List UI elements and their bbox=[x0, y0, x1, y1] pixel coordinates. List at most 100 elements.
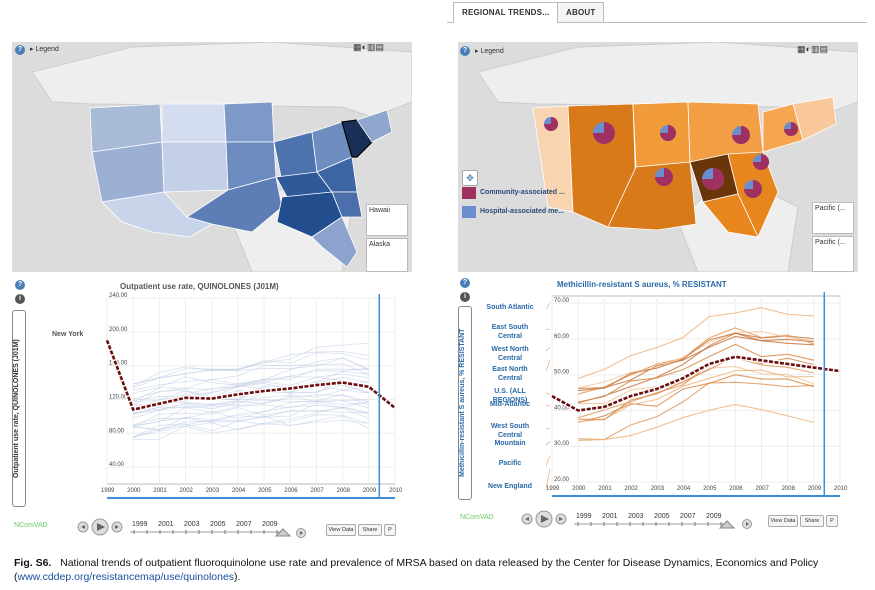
background-series-line bbox=[578, 343, 814, 403]
slider-year-label: 2007 bbox=[236, 521, 252, 528]
slider-year-label: 2005 bbox=[654, 513, 670, 520]
chart-help-icon[interactable]: ? bbox=[15, 280, 25, 290]
x-tick-label: 2006 bbox=[729, 486, 743, 492]
region-label[interactable]: West North Central bbox=[491, 346, 529, 362]
left-y-label[interactable]: Outpatient use rate, QUINOLONES (J01M) bbox=[12, 310, 26, 507]
x-tick-label: 2007 bbox=[755, 486, 769, 492]
legend-label: Legend bbox=[35, 46, 59, 53]
region-label[interactable]: Mountain bbox=[494, 440, 526, 447]
background-series-line bbox=[578, 332, 814, 404]
left-playback-controls[interactable] bbox=[76, 517, 126, 537]
main-series-line[interactable] bbox=[551, 355, 841, 412]
x-tick-label: 2003 bbox=[206, 488, 220, 494]
region-label[interactable]: East South Central bbox=[491, 324, 529, 340]
right-info-icon[interactable]: i bbox=[460, 292, 470, 302]
help-icon[interactable]: ? bbox=[15, 45, 25, 55]
background-series-line bbox=[578, 335, 814, 390]
alaska-label: Alaska bbox=[369, 241, 391, 248]
right-map-svg bbox=[458, 42, 858, 272]
region-label[interactable]: West South Central bbox=[490, 423, 530, 439]
background-series-line bbox=[133, 394, 369, 410]
right-playback-controls[interactable] bbox=[520, 509, 570, 529]
left-p-button[interactable]: P bbox=[384, 524, 396, 536]
pacific-label-1: Pacific (... bbox=[815, 205, 846, 212]
main-series-line[interactable] bbox=[105, 339, 396, 412]
right-us-regions bbox=[532, 96, 837, 238]
tab-regional-trends[interactable]: REGIONAL TRENDS... bbox=[453, 2, 559, 23]
left-view-data-button[interactable]: View Data bbox=[326, 524, 356, 536]
left-map[interactable]: Hawaii Alaska bbox=[12, 42, 412, 272]
caption-text: National trends of outpatient fluoroquin… bbox=[14, 557, 819, 583]
slider-year-label: 2007 bbox=[680, 513, 696, 520]
right-chart[interactable]: 20.00 30.00 40.00 50.00 60.00 70.00 1999 2000 20… bbox=[530, 290, 855, 500]
caption-label: Fig. S6. bbox=[14, 557, 52, 569]
background-series-line bbox=[133, 376, 369, 409]
slider-handle[interactable] bbox=[274, 528, 292, 537]
x-tick-label: 2006 bbox=[284, 488, 298, 494]
pacific-inset-1[interactable]: Pacific (... bbox=[812, 202, 854, 234]
legend-swatch-community bbox=[462, 187, 476, 199]
region-label[interactable]: East North Central bbox=[492, 366, 528, 382]
right-help-icon[interactable]: ? bbox=[460, 46, 470, 56]
pacific-label-2: Pacific (... bbox=[815, 239, 846, 246]
right-year-slider[interactable]: 1999 2001 2003 2005 2007 2009 bbox=[570, 509, 740, 529]
right-map[interactable]: ✥ Community-associated ... Hospital-asso… bbox=[458, 42, 858, 272]
background-series-line bbox=[133, 400, 369, 426]
slider-year-label: 1999 bbox=[576, 513, 592, 520]
y-tick-label: 20.00 bbox=[554, 477, 570, 483]
right-share-button[interactable]: Share bbox=[800, 515, 824, 527]
right-ncomvad: NComVAD bbox=[460, 514, 494, 521]
region-leader-line bbox=[545, 467, 550, 489]
region-leader-line bbox=[545, 392, 550, 395]
legend-toggle[interactable]: ▸ Legend bbox=[30, 46, 59, 53]
region-leader-line bbox=[545, 427, 550, 430]
hawaii-inset[interactable]: Hawaii bbox=[366, 204, 408, 236]
slider-year-label: 2001 bbox=[602, 513, 618, 520]
alaska-inset[interactable]: Alaska bbox=[366, 238, 408, 272]
y-tick-label: 70.00 bbox=[554, 298, 570, 304]
background-series-line bbox=[133, 394, 369, 414]
right-chart-help-icon[interactable]: ? bbox=[460, 278, 470, 288]
right-pie-charts bbox=[544, 117, 798, 198]
slider-year-label: 2003 bbox=[628, 513, 644, 520]
caption-link[interactable]: www.cddep.org/resistancemap/use/quinolon… bbox=[17, 571, 235, 583]
legend-item-community: Community-associated ... bbox=[480, 189, 565, 196]
region-leader-line bbox=[545, 359, 550, 372]
slider-handle[interactable] bbox=[718, 520, 736, 529]
right-legend-toggle[interactable]: ▸ Legend bbox=[475, 48, 504, 55]
pan-zoom-icon[interactable]: ✥ bbox=[462, 170, 478, 186]
x-tick-label: 2001 bbox=[153, 488, 167, 494]
region-leader-lines bbox=[545, 302, 550, 489]
right-view-data-button[interactable]: View Data bbox=[768, 515, 798, 527]
slider-year-label: 2003 bbox=[184, 521, 200, 528]
region-leader-line bbox=[545, 405, 550, 407]
region-label[interactable]: Pacific bbox=[498, 460, 522, 467]
background-series-line bbox=[578, 381, 814, 441]
x-tick-label: 2002 bbox=[180, 488, 194, 494]
map-tools-icon[interactable]: ▦◐▥▤ bbox=[353, 42, 384, 52]
region-label[interactable]: New England bbox=[488, 483, 532, 490]
left-share-button[interactable]: Share bbox=[358, 524, 382, 536]
pacific-inset-2[interactable]: Pacific (... bbox=[812, 236, 854, 272]
background-series-line bbox=[133, 363, 369, 391]
legend-swatch-hospital bbox=[462, 206, 476, 218]
right-forward-icon[interactable] bbox=[742, 516, 752, 529]
region-label[interactable]: South Atlantic bbox=[486, 304, 534, 311]
caption-end: ). bbox=[234, 571, 241, 583]
left-chart[interactable]: 40.00 80.00 120.00 160.00 200.00 240.00 1999 20… bbox=[85, 292, 410, 502]
right-p-button[interactable]: P bbox=[826, 515, 838, 527]
highlight-series-label: New York bbox=[52, 331, 84, 338]
left-us-states bbox=[89, 101, 393, 268]
tab-bar: REGIONAL TRENDS... ABOUT bbox=[447, 2, 867, 23]
region-label[interactable]: U.S. (ALL REGIONS) bbox=[492, 388, 528, 404]
info-icon[interactable]: i bbox=[15, 294, 25, 304]
left-map-svg bbox=[12, 42, 412, 272]
x-tick-label: 2003 bbox=[651, 486, 665, 492]
left-year-slider[interactable]: 1999 2001 2003 2005 2007 2009 bbox=[126, 517, 296, 537]
left-forward-icon[interactable] bbox=[296, 525, 306, 538]
tab-about[interactable]: ABOUT bbox=[557, 2, 605, 22]
right-map-tools-icon[interactable]: ▦◐▥▤ bbox=[797, 44, 828, 54]
region-label[interactable]: Mid-Atlantic bbox=[489, 401, 531, 408]
background-series-line bbox=[578, 357, 814, 419]
background-series-line bbox=[133, 351, 369, 385]
